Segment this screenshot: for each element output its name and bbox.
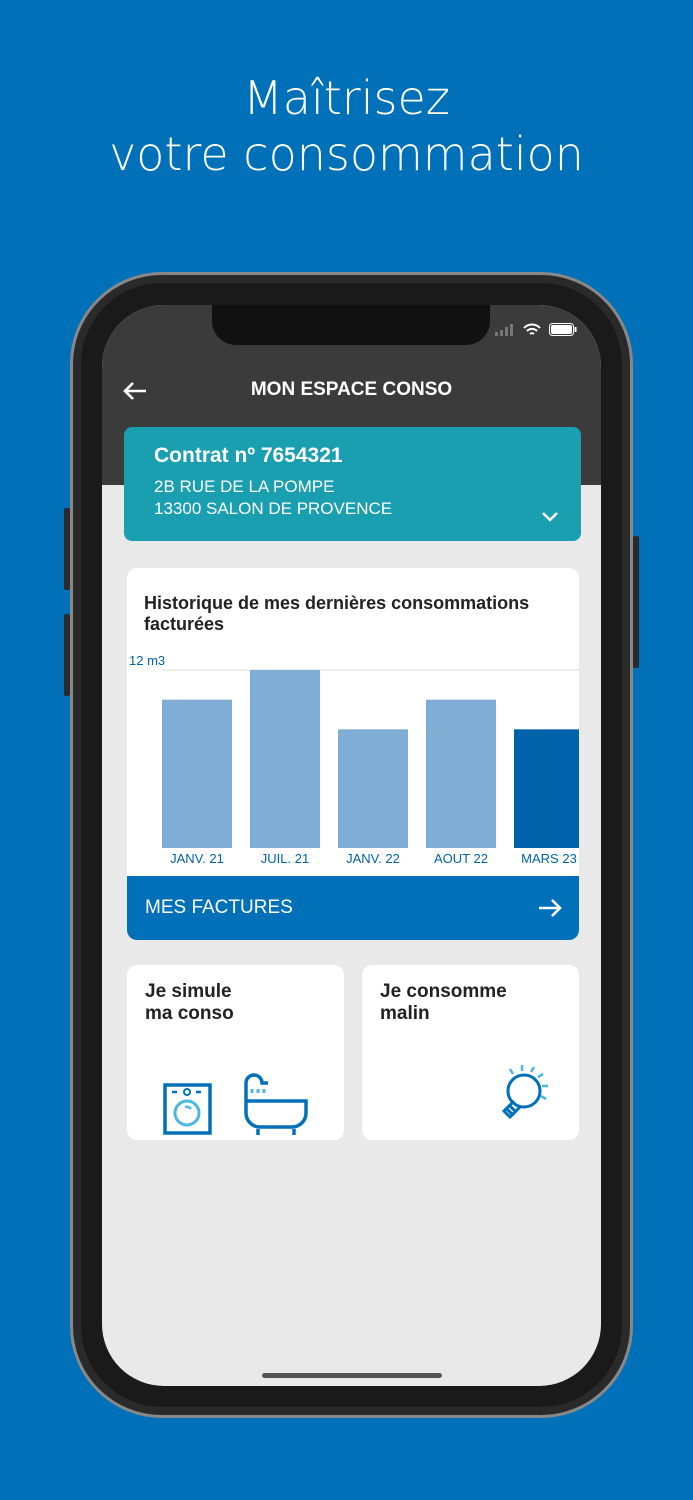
tile-title-line2: ma conso bbox=[145, 1003, 234, 1024]
simulate-consumption-tile[interactable]: Je simule ma conso bbox=[127, 965, 344, 1140]
consumption-history-card: Historique de mes dernières consommation… bbox=[127, 568, 579, 940]
contract-address-line2: 13300 SALON DE PROVENCE bbox=[154, 499, 393, 518]
x-tick-label: JANV. 22 bbox=[346, 851, 400, 866]
status-bar bbox=[495, 323, 577, 336]
x-tick-label: JANV. 21 bbox=[170, 851, 224, 866]
home-indicator bbox=[262, 1373, 442, 1378]
headline: Maîtrisez votre consommation bbox=[0, 70, 693, 182]
mes-factures-button[interactable]: MES FACTURES bbox=[127, 876, 579, 940]
bathtub-icon bbox=[244, 1073, 308, 1135]
tile-title-line2: malin bbox=[380, 1003, 430, 1024]
bar bbox=[338, 729, 408, 848]
tile-title-line1: Je consomme bbox=[380, 981, 507, 1002]
tile-title-line1: Je simule bbox=[145, 981, 232, 1002]
bar bbox=[250, 670, 320, 848]
x-tick-label: MARS 23 bbox=[521, 851, 577, 866]
wifi-icon bbox=[523, 323, 541, 335]
contract-address-line1: 2B RUE DE LA POMPE bbox=[154, 477, 335, 496]
x-tick-label: JUIL. 21 bbox=[261, 851, 309, 866]
arrow-left-icon bbox=[123, 382, 146, 400]
arrow-right-icon bbox=[539, 899, 562, 917]
contract-number: Contrat nº 7654321 bbox=[154, 444, 343, 467]
x-tick-label: AOUT 22 bbox=[434, 851, 488, 866]
back-button[interactable] bbox=[122, 377, 148, 408]
chevron-down-icon[interactable] bbox=[541, 511, 559, 523]
battery-icon bbox=[549, 323, 577, 336]
volume-up-button bbox=[64, 508, 70, 590]
chart-title: Historique de mes dernières consommation… bbox=[144, 593, 530, 634]
bar bbox=[514, 729, 579, 848]
notch bbox=[212, 305, 490, 345]
power-button bbox=[633, 536, 639, 668]
page-title: MON ESPACE CONSO bbox=[250, 379, 453, 400]
contract-selector[interactable]: Contrat nº 7654321 2B RUE DE LA POMPE 13… bbox=[124, 427, 581, 541]
y-axis-max-label: 12 m3 bbox=[129, 653, 166, 668]
signal-icon bbox=[495, 323, 513, 336]
bar bbox=[426, 699, 496, 848]
washing-machine-icon bbox=[163, 1083, 212, 1135]
smart-consumption-tile[interactable]: Je consomme malin bbox=[362, 965, 579, 1140]
phone-screen: MON ESPACE CONSO Contrat nº 7654321 2B R… bbox=[102, 305, 601, 1386]
lightbulb-icon bbox=[501, 1065, 548, 1120]
volume-down-button bbox=[64, 614, 70, 696]
headline-line2: votre consommation bbox=[109, 127, 584, 181]
mes-factures-label: MES FACTURES bbox=[145, 897, 293, 918]
bar-chart: JANV. 21 JUIL. 21 JANV. 22 AOUT 22 MARS 23 bbox=[162, 669, 579, 866]
bar bbox=[162, 699, 232, 848]
headline-line1: Maîtrisez bbox=[243, 71, 450, 125]
